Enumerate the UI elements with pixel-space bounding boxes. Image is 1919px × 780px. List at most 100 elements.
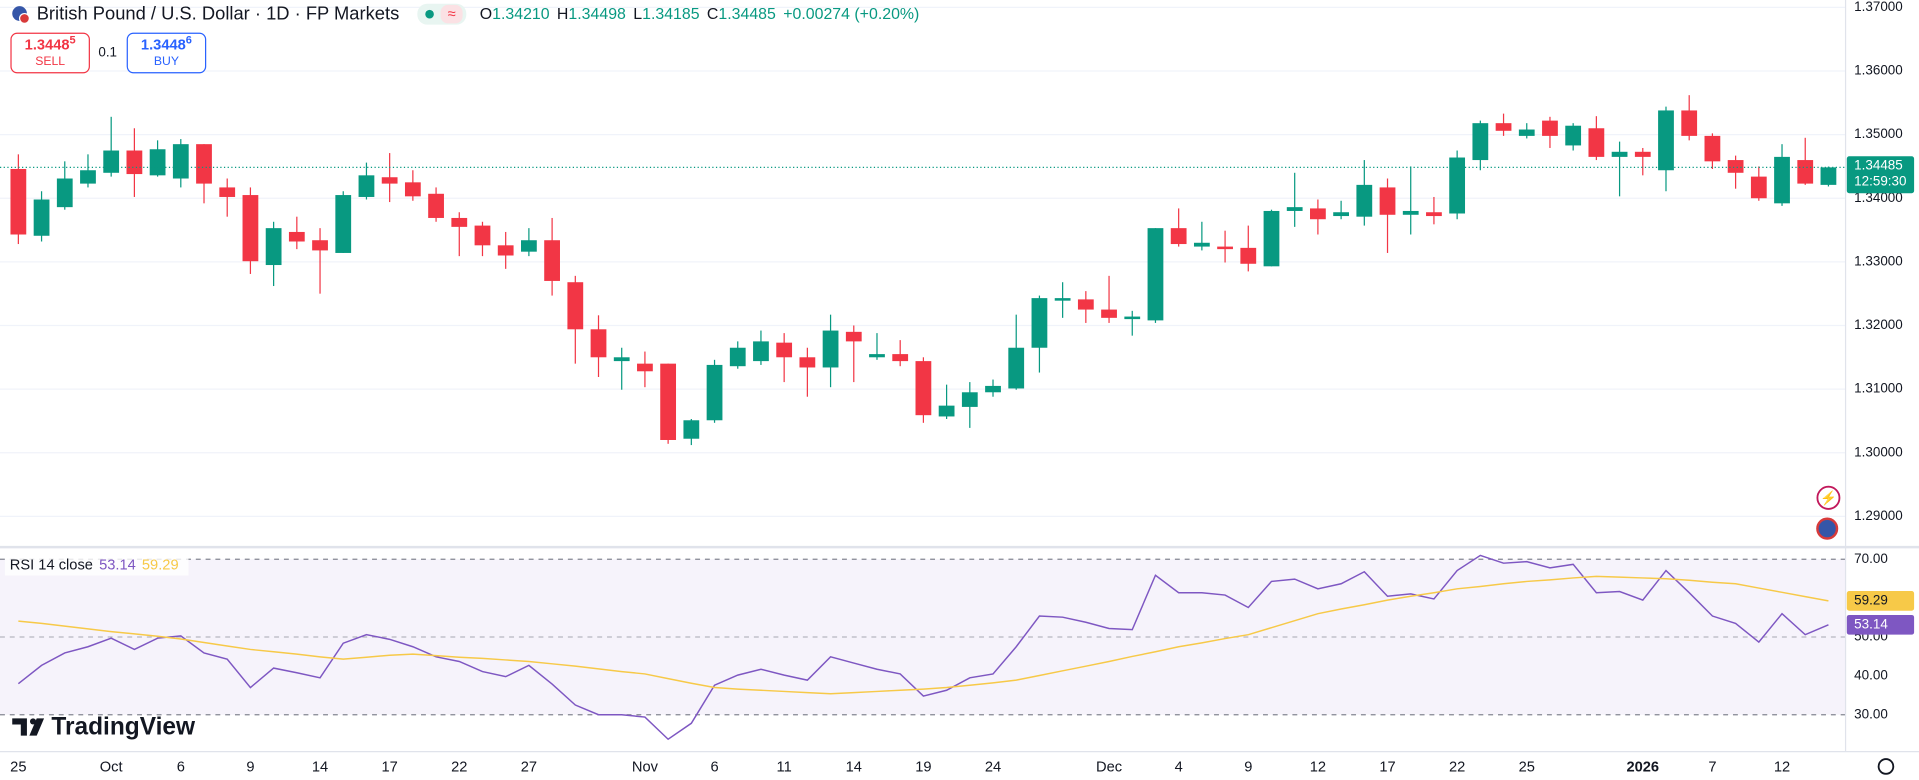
x-tick-label: 25	[10, 760, 26, 776]
candle-body	[753, 341, 769, 362]
candle-body	[1774, 156, 1790, 204]
last-price-label: 1.34485	[1854, 158, 1903, 173]
candle-body	[544, 240, 560, 281]
candle-body	[1286, 207, 1303, 211]
candle-body	[613, 357, 630, 362]
price-axis-bg	[1845, 0, 1919, 780]
candle-body	[1031, 298, 1048, 348]
candle-body	[1611, 151, 1628, 157]
x-tick-label: Oct	[100, 760, 123, 776]
candle-body	[312, 240, 328, 251]
candle-body	[799, 357, 816, 368]
x-tick-label: 22	[1449, 760, 1465, 776]
candle-body	[1170, 228, 1187, 245]
candle-body	[1402, 210, 1419, 215]
legend-title: RSI 14 close	[10, 557, 93, 573]
x-tick-label: 6	[710, 760, 718, 776]
x-tick-label: 6	[177, 760, 185, 776]
candle-body	[80, 170, 96, 184]
brand-logo-dot	[29, 718, 37, 725]
candle-body	[683, 420, 700, 439]
sell-price-pip: 5	[70, 35, 76, 47]
x-tick-label: 2026	[1626, 760, 1659, 776]
candle-body	[103, 150, 120, 173]
events-icon[interactable]	[1816, 517, 1839, 540]
ohlc-value: 1.34498	[568, 6, 626, 23]
y-tick-label: 1.33000	[1854, 253, 1903, 268]
market-open-dot	[425, 9, 434, 19]
delay-icon	[440, 4, 463, 24]
sell-button[interactable]	[10, 32, 90, 74]
ohlc-label: H	[557, 6, 568, 23]
candle-body	[1472, 123, 1489, 161]
candle-body	[172, 144, 189, 179]
x-tick-label: 17	[1379, 760, 1395, 776]
x-tick-label: 25	[1519, 760, 1535, 776]
candle-body	[1797, 160, 1814, 184]
x-tick-label: 14	[312, 760, 328, 776]
alert-icon[interactable]	[1816, 485, 1841, 510]
candle-body	[1124, 316, 1141, 320]
candle-body	[567, 282, 584, 330]
candle-body	[1820, 167, 1837, 185]
candle-body	[56, 178, 73, 208]
candle-body	[219, 187, 236, 197]
buy-button[interactable]	[126, 32, 207, 74]
candle-body	[1077, 299, 1094, 310]
y-tick-label: 1.34000	[1854, 190, 1903, 205]
candle-body	[637, 363, 653, 372]
buy-price-pip: 6	[186, 35, 192, 47]
brand-name: TradingView	[51, 714, 196, 741]
candle-body	[1750, 176, 1767, 199]
candle-body	[288, 231, 305, 242]
ohlc-legend: O1.34210 H1.34498 L1.34185 C1.34485 +0.00274…	[480, 6, 920, 23]
ohlc-value: 1.34485	[718, 6, 776, 23]
candle-body	[33, 199, 50, 236]
symbol-title: British Pound / U.S. Dollar · 1D · FP Ma…	[37, 3, 400, 24]
ohlc-value: 1.34210	[492, 6, 550, 23]
candle-body	[1542, 120, 1558, 136]
candle-body	[10, 168, 27, 235]
delay-icon-glyph: ≈	[448, 7, 456, 23]
candle-body	[915, 361, 932, 416]
candle-body	[196, 144, 212, 184]
candle-body	[869, 354, 885, 358]
candle-body	[497, 245, 514, 256]
sell-label: SELL	[35, 54, 65, 68]
x-tick-label: 9	[246, 760, 254, 776]
candle-body	[1101, 309, 1117, 318]
sell-price-main: 1.3448	[25, 37, 70, 53]
candle-body	[1356, 184, 1373, 217]
brand-logo	[12, 718, 45, 736]
candle-body	[1310, 208, 1326, 220]
x-tick-label: 19	[915, 760, 931, 776]
legend-value: 59.29	[142, 557, 179, 573]
x-tick-label: 12	[1310, 760, 1326, 776]
y-tick-label: 1.36000	[1854, 63, 1903, 78]
candle-body	[985, 385, 1001, 393]
last-value-label: 59.29	[1854, 592, 1888, 607]
candle-body	[706, 364, 723, 421]
candle-body	[1727, 160, 1744, 173]
countdown-label: 12:59:30	[1854, 174, 1906, 189]
x-tick-label: 24	[985, 760, 1001, 776]
y-tick-label: 1.37000	[1854, 0, 1903, 14]
candle-body	[1147, 228, 1164, 321]
candle-body	[1263, 210, 1280, 267]
legend-bg	[4, 555, 189, 576]
candle-body	[358, 175, 375, 197]
y-tick-label: 1.31000	[1854, 381, 1903, 396]
candle-body	[1658, 110, 1674, 171]
candle-body	[1449, 157, 1466, 214]
x-tick-label: Nov	[632, 760, 659, 776]
candle-body	[474, 225, 491, 246]
candle-body	[1217, 246, 1233, 250]
ohlc-label: L	[633, 6, 642, 23]
legend: RSI 14 close 53.14 59.29	[10, 557, 179, 573]
candle-body	[892, 354, 909, 362]
candle-body	[404, 182, 421, 197]
y-tick-label: 1.35000	[1854, 126, 1903, 141]
settings-icon[interactable]	[1877, 758, 1895, 775]
rsi-line	[17, 554, 1829, 741]
candle-body	[381, 177, 398, 184]
